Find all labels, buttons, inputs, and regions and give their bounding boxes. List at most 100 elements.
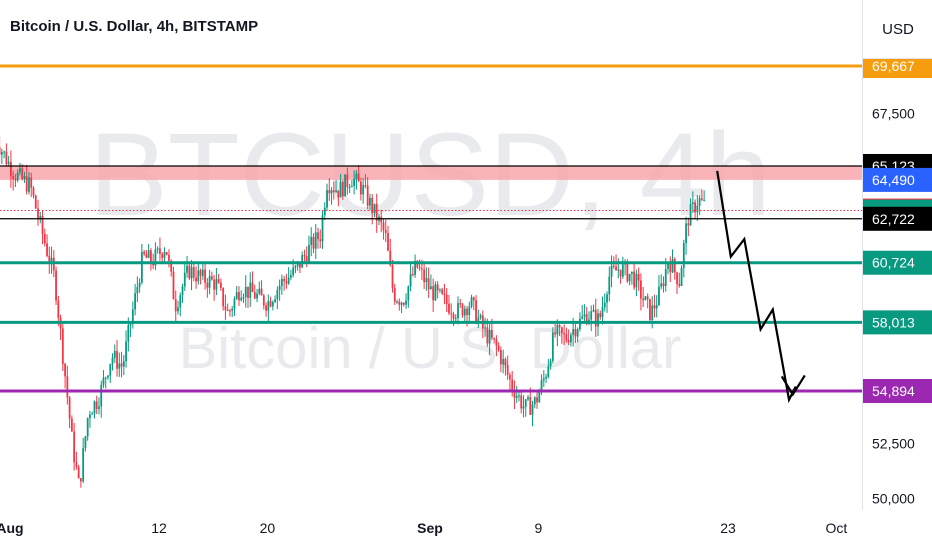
- price-labels: 67,50052,50050,00069,66765,12364,49063,0…: [862, 0, 932, 510]
- candle: [204, 262, 206, 290]
- candle: [479, 313, 482, 320]
- level-lines: [0, 64, 862, 393]
- candle: [655, 295, 658, 318]
- candle: [348, 183, 351, 194]
- candle: [671, 249, 674, 274]
- candle: [136, 276, 139, 302]
- watermark: BTCUSD, 4h Bitcoin / U.S. Dollar: [89, 109, 771, 381]
- candle: [150, 248, 152, 271]
- candle: [86, 417, 89, 441]
- candle: [680, 265, 683, 287]
- candle: [366, 177, 369, 210]
- candle: [472, 296, 475, 311]
- candle: [344, 174, 346, 197]
- currency-button[interactable]: USD: [862, 0, 932, 59]
- candle: [134, 283, 136, 316]
- candle: [590, 305, 593, 332]
- candle: [506, 355, 509, 380]
- candle: [267, 294, 270, 323]
- candle: [260, 280, 263, 296]
- candle: [220, 278, 222, 291]
- candle: [188, 263, 191, 280]
- candle: [445, 288, 448, 312]
- candle: [283, 275, 286, 291]
- candle: [177, 300, 179, 315]
- candle: [41, 210, 44, 245]
- candle: [73, 422, 76, 471]
- candle: [430, 274, 432, 290]
- candle: [551, 327, 554, 364]
- candle: [346, 167, 349, 195]
- candle: [673, 257, 676, 280]
- candle: [143, 249, 146, 257]
- price-axis[interactable]: [862, 58, 932, 510]
- candle: [5, 143, 8, 166]
- candle: [443, 283, 446, 305]
- candle: [500, 346, 502, 373]
- price-badge-2: 64,490: [863, 167, 932, 192]
- candle: [396, 299, 398, 304]
- candle: [509, 372, 511, 390]
- candle: [621, 256, 624, 279]
- candle: [0, 136, 1, 162]
- candle: [0, 148, 3, 165]
- candle: [301, 251, 304, 268]
- candle: [328, 178, 331, 201]
- candle: [682, 239, 685, 278]
- candle: [583, 304, 586, 324]
- candle: [522, 395, 525, 418]
- candle: [658, 275, 660, 307]
- candle: [229, 308, 231, 317]
- candle: [653, 294, 656, 318]
- candle: [375, 193, 378, 233]
- candle: [145, 249, 148, 259]
- candle: [685, 216, 687, 255]
- time-tick-label-4: 9: [534, 520, 542, 536]
- candle: [405, 293, 407, 309]
- candle: [303, 249, 306, 263]
- candle: [608, 266, 611, 302]
- price-badge-label-7: 58,013: [872, 314, 915, 330]
- price-badge-8: 54,894: [863, 379, 932, 403]
- candle: [131, 301, 134, 329]
- candle: [461, 302, 464, 318]
- candle: [192, 262, 195, 282]
- candle: [138, 278, 141, 293]
- candle: [468, 301, 471, 324]
- candle: [380, 209, 383, 233]
- candle: [439, 288, 441, 293]
- candle: [113, 344, 116, 363]
- candle: [603, 293, 606, 312]
- candle: [183, 261, 186, 292]
- candle: [542, 370, 545, 387]
- candle: [122, 354, 125, 376]
- candle: [102, 370, 105, 388]
- candle: [179, 292, 182, 317]
- candle: [364, 174, 367, 189]
- candle: [384, 219, 387, 243]
- candle: [107, 374, 109, 380]
- price-badge-label-8: 54,894: [872, 383, 915, 399]
- candle: [633, 263, 636, 290]
- candle: [676, 271, 678, 295]
- candle: [222, 287, 225, 311]
- candle: [411, 266, 414, 277]
- candle: [337, 190, 340, 207]
- candle: [635, 269, 638, 297]
- candle: [527, 394, 529, 401]
- candle: [30, 172, 33, 197]
- time-axis[interactable]: [0, 510, 862, 550]
- candle: [197, 261, 200, 285]
- candle: [565, 327, 568, 343]
- candle: [570, 332, 572, 347]
- candle: [418, 259, 421, 271]
- chart-title: Bitcoin / U.S. Dollar, 4h, BITSTAMP: [10, 18, 259, 35]
- candle: [23, 171, 26, 183]
- candle: [576, 327, 579, 343]
- candle: [644, 296, 647, 301]
- candle: [459, 298, 462, 308]
- candle: [66, 365, 69, 405]
- candle: [186, 256, 188, 278]
- candle: [362, 178, 365, 204]
